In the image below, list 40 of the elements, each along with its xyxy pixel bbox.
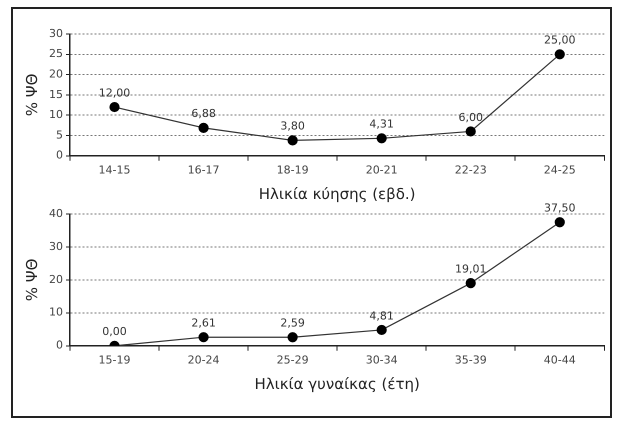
x-tick-label: 20-24 [188,353,220,366]
x-tick-label: 40-44 [544,353,576,366]
x-tick-label: 30-34 [366,353,398,366]
y-tick-label: 0 [56,338,63,352]
data-label: 37,50 [544,202,576,215]
y-tick-label: 20 [48,67,63,80]
x-axis-title: Ηλικία γυναίκας (έτη) [254,374,420,393]
data-label: 25,00 [544,34,576,47]
x-tick-label: 24-25 [544,163,576,176]
x-tick-label: 35-39 [454,353,487,366]
data-label: 6,00 [458,110,483,124]
data-label: 2,59 [280,316,305,330]
x-axis-title: Ηλικία κύησης (εβδ.) [258,184,416,203]
y-tick-label: 40 [48,206,63,220]
y-tick-label: 5 [56,128,63,142]
y-tick-label: 30 [48,26,63,40]
y-tick-label: 25 [48,47,63,60]
data-label: 4,81 [369,309,394,322]
y-tick-label: 10 [48,306,63,319]
x-tick-label: 14-15 [98,163,131,176]
y-axis-title: % ΨΘ [22,74,41,116]
y-axis-title: % ΨΘ [22,258,41,302]
data-label: 4,31 [369,118,394,131]
data-label: 6,88 [191,107,216,120]
x-tick-label: 25-29 [276,353,309,366]
data-label: 0,00 [102,325,127,338]
y-tick-label: 15 [48,88,63,101]
x-tick-label: 22-23 [454,163,487,176]
y-tick-label: 0 [56,148,63,162]
data-label: 3,80 [280,120,305,133]
data-label: 2,61 [191,316,216,330]
x-tick-label: 15-19 [98,353,131,366]
y-tick-label: 30 [48,240,63,253]
x-tick-label: 20-21 [366,163,398,176]
x-tick-label: 16-17 [188,163,220,176]
x-tick-label: 18-19 [276,163,309,176]
data-label: 19,01 [454,262,486,276]
data-label: 12,00 [98,86,130,100]
y-tick-label: 10 [48,108,63,122]
y-tick-label: 20 [48,272,63,286]
